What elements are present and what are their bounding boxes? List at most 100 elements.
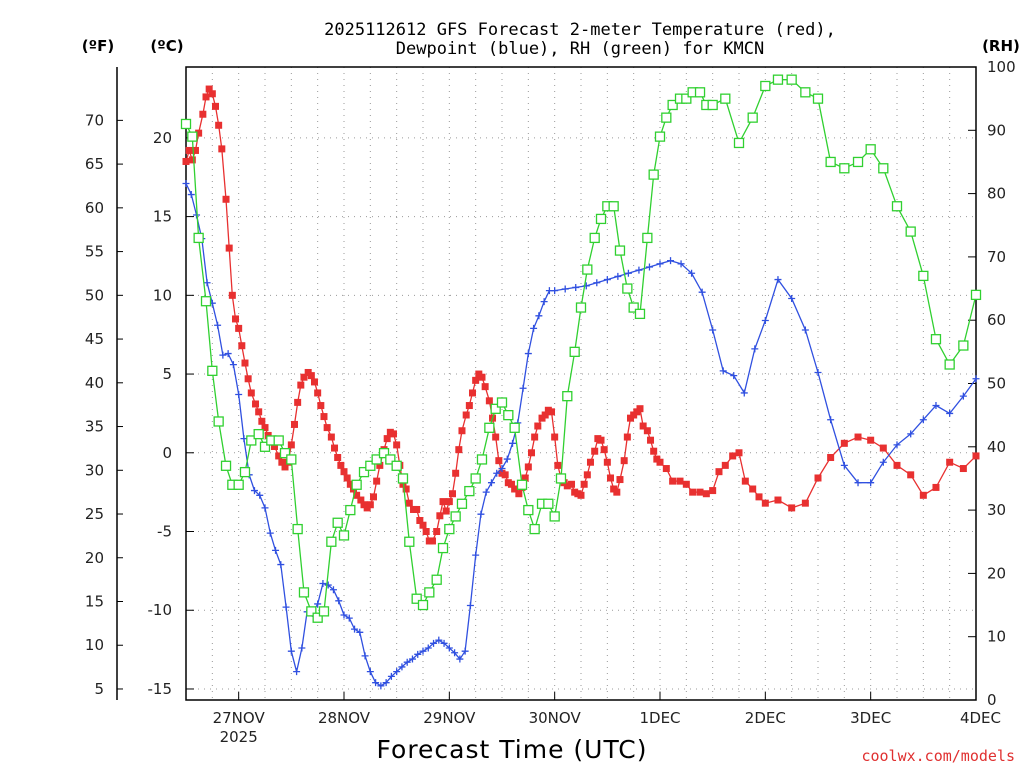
rh-point xyxy=(905,226,916,237)
x-tick-label: 4DEC xyxy=(960,709,1001,727)
dewpoint-point xyxy=(503,455,511,463)
tick-labels: -15-10-505101520510152025303540455055606… xyxy=(85,58,1016,746)
rh-point xyxy=(371,454,382,465)
rh-point xyxy=(193,232,204,244)
dewpoint-point xyxy=(445,644,453,652)
fahrenheit-tick-label: 55 xyxy=(85,243,104,261)
temperature-point xyxy=(515,490,523,498)
rh-point xyxy=(437,542,449,554)
fahrenheit-tick-label: 45 xyxy=(85,330,104,348)
x-tick-year-label: 2025 xyxy=(220,728,258,746)
dewpoint-point xyxy=(282,603,290,611)
dewpoint-point xyxy=(551,287,559,295)
dewpoint-point xyxy=(667,257,675,265)
temperature-point xyxy=(577,491,585,499)
temperature-point xyxy=(182,157,190,165)
dewpoint-point xyxy=(751,345,759,353)
rh-point xyxy=(253,428,264,440)
celsius-tick-label: 5 xyxy=(162,365,172,383)
temperature-point xyxy=(485,397,493,405)
dewpoint-point xyxy=(624,269,632,277)
rh-point xyxy=(852,156,864,168)
x-tick-label: 1DEC xyxy=(639,709,680,727)
rh-point xyxy=(450,511,461,522)
temperature-point xyxy=(337,461,345,469)
celsius-tick-label: 10 xyxy=(153,286,172,304)
temperature-point xyxy=(278,458,286,466)
temperature-point xyxy=(580,480,588,488)
rh-point xyxy=(970,289,982,301)
temperature-point xyxy=(495,457,503,465)
temperature-point xyxy=(511,485,519,493)
temperature-point xyxy=(534,422,542,430)
temperature-point xyxy=(721,461,729,469)
dewpoint-point xyxy=(250,487,258,495)
temperature-point xyxy=(244,375,252,383)
rh-point xyxy=(865,144,876,155)
temperature-point xyxy=(472,376,480,384)
temperature-point xyxy=(541,411,549,419)
temperature-point xyxy=(208,90,216,98)
dewpoint-point xyxy=(774,276,782,284)
temperature-point xyxy=(202,93,210,101)
dewpoint-point xyxy=(440,639,448,647)
rh-point xyxy=(614,245,626,256)
dewpoint-point xyxy=(430,639,438,647)
temperature-point xyxy=(258,417,266,425)
rh-point xyxy=(707,99,718,111)
temperature-point xyxy=(366,501,374,509)
rh-point xyxy=(667,99,678,111)
temperature-point xyxy=(287,441,295,449)
rh-point xyxy=(549,511,560,522)
temperature-point xyxy=(452,469,460,477)
temperature-point xyxy=(879,444,887,452)
dewpoint-point xyxy=(293,668,301,676)
temperature-point xyxy=(340,468,348,476)
dewpoint-point xyxy=(214,321,222,329)
temperature-point xyxy=(327,433,335,441)
rh-tick-label: 0 xyxy=(987,691,997,709)
rh-point xyxy=(622,283,633,294)
temperature-point xyxy=(215,121,223,129)
rh-tick-label: 90 xyxy=(987,121,1006,139)
temperature-point xyxy=(311,378,319,386)
celsius-tick-label: 0 xyxy=(162,444,172,462)
rh-point xyxy=(312,612,323,623)
rh-point xyxy=(628,302,639,313)
rh-point xyxy=(470,473,481,484)
temperature-point xyxy=(195,129,203,137)
rh-tick-label: 10 xyxy=(987,628,1006,646)
temperature-point xyxy=(583,471,591,479)
fahrenheit-tick-label: 30 xyxy=(85,461,104,479)
rh-point xyxy=(484,422,495,433)
dewpoint-point xyxy=(451,649,459,657)
dewpoint-point xyxy=(398,663,406,671)
rh-point xyxy=(404,536,415,547)
temperature-point xyxy=(676,477,684,485)
temperature-point xyxy=(643,427,651,435)
fahrenheit-tick-label: 35 xyxy=(85,418,104,436)
series-temperature xyxy=(182,85,980,545)
dewpoint-point xyxy=(435,636,443,644)
rh-point xyxy=(180,118,192,130)
temperature-point xyxy=(647,436,655,444)
dewpoint-point xyxy=(377,682,385,690)
dewpoint-point xyxy=(408,655,416,663)
rh-point xyxy=(562,391,573,402)
temperature-point xyxy=(346,480,354,488)
temperature-point xyxy=(455,446,463,454)
temperature-point xyxy=(222,195,230,203)
series-rh xyxy=(180,74,982,623)
dewpoint-point xyxy=(561,285,569,293)
rh-point xyxy=(786,74,797,85)
rh-point xyxy=(456,498,468,509)
dewpoint-point xyxy=(645,263,653,271)
temperature-point xyxy=(774,496,782,504)
temperature-point xyxy=(854,433,862,441)
temperature-point xyxy=(353,491,361,499)
dewpoint-point xyxy=(854,479,862,487)
dewpoint-point xyxy=(272,546,280,554)
dewpoint-point xyxy=(224,350,232,358)
rh-point xyxy=(239,466,251,478)
temperature-point xyxy=(307,372,315,380)
